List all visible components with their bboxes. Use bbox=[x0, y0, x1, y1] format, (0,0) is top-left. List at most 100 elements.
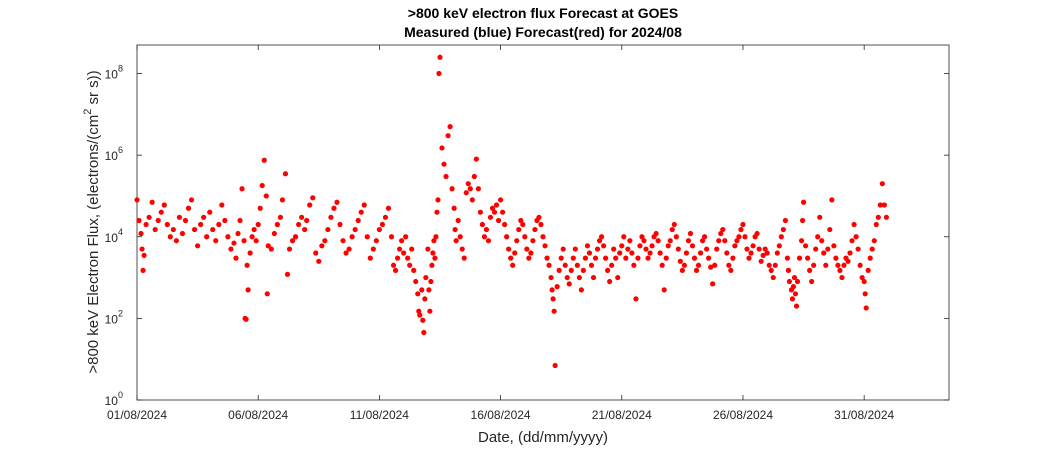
data-point bbox=[568, 267, 574, 273]
data-point bbox=[295, 221, 302, 228]
data-point bbox=[562, 262, 568, 268]
data-point bbox=[552, 362, 558, 369]
y-tick-label: 108 bbox=[105, 64, 123, 82]
data-point bbox=[607, 278, 613, 285]
data-point bbox=[766, 262, 772, 268]
data-point bbox=[576, 274, 582, 281]
x-axis: 01/08/2024 06/08/2024 11/08/2024 16/08/2024… bbox=[107, 45, 895, 422]
data-point bbox=[459, 246, 465, 252]
data-point bbox=[687, 230, 694, 237]
data-point bbox=[427, 308, 433, 314]
data-point bbox=[452, 226, 458, 233]
data-point bbox=[337, 221, 343, 228]
data-point bbox=[355, 217, 361, 224]
data-point bbox=[407, 262, 413, 268]
data-point bbox=[504, 234, 510, 240]
data-point bbox=[473, 156, 479, 162]
y-axis-label-superscript: 2 bbox=[82, 109, 94, 115]
data-point bbox=[693, 267, 700, 273]
data-point bbox=[861, 278, 867, 285]
data-point bbox=[204, 234, 210, 240]
data-point bbox=[689, 243, 696, 249]
data-point bbox=[574, 262, 580, 268]
data-point bbox=[748, 250, 754, 256]
data-point bbox=[455, 217, 461, 224]
data-point bbox=[316, 258, 322, 264]
data-point bbox=[609, 262, 615, 268]
data-point bbox=[526, 255, 532, 261]
data-point bbox=[524, 246, 530, 252]
data-point bbox=[457, 234, 463, 240]
data-point bbox=[540, 234, 546, 240]
data-point bbox=[611, 246, 617, 252]
data-point bbox=[361, 202, 367, 208]
data-point bbox=[158, 209, 164, 215]
data-point bbox=[791, 274, 798, 281]
data-point bbox=[401, 250, 407, 256]
data-point bbox=[566, 281, 572, 287]
data-point bbox=[809, 278, 815, 285]
data-point bbox=[134, 197, 140, 203]
y-tick-label-exponent: 4 bbox=[118, 227, 123, 237]
data-point bbox=[639, 234, 645, 240]
data-point bbox=[699, 238, 706, 244]
x-tick-label: 26/08/2024 bbox=[713, 408, 773, 422]
data-point bbox=[331, 205, 337, 211]
data-point bbox=[592, 255, 599, 261]
y-axis-label-main: >800 keV Electron Flux, (electrons/(cm bbox=[85, 115, 102, 374]
data-point bbox=[675, 246, 681, 252]
data-point bbox=[883, 214, 889, 220]
data-point bbox=[625, 246, 631, 252]
y-tick-label-exponent: 0 bbox=[118, 390, 123, 400]
data-point bbox=[663, 255, 669, 261]
data-point bbox=[340, 238, 346, 244]
data-point bbox=[548, 274, 554, 281]
data-point bbox=[829, 197, 835, 203]
data-point bbox=[367, 255, 373, 261]
data-point bbox=[659, 262, 665, 268]
data-point bbox=[542, 243, 548, 249]
data-point bbox=[746, 255, 752, 261]
data-point bbox=[855, 246, 861, 252]
data-point bbox=[241, 238, 247, 244]
data-point bbox=[313, 250, 319, 256]
data-point bbox=[841, 262, 847, 268]
data-point bbox=[349, 234, 355, 240]
data-point bbox=[671, 221, 677, 228]
data-point bbox=[164, 221, 170, 228]
data-point bbox=[847, 250, 853, 256]
data-point bbox=[520, 221, 526, 228]
data-point bbox=[831, 243, 837, 249]
data-point bbox=[598, 234, 605, 240]
data-point bbox=[657, 250, 663, 256]
x-tick-label: 06/08/2024 bbox=[228, 408, 288, 422]
data-point bbox=[207, 209, 213, 215]
y-tick-label-base: 10 bbox=[105, 312, 119, 326]
data-point bbox=[495, 217, 502, 224]
data-point bbox=[744, 246, 750, 252]
data-point bbox=[643, 246, 649, 252]
data-point bbox=[261, 157, 267, 163]
data-point bbox=[716, 238, 722, 244]
data-point bbox=[798, 238, 805, 244]
data-point bbox=[802, 243, 809, 249]
data-point bbox=[859, 274, 865, 281]
y-tick-label-exponent: 8 bbox=[118, 64, 123, 74]
data-point bbox=[512, 250, 518, 256]
data-point bbox=[605, 267, 611, 273]
data-point bbox=[453, 238, 459, 244]
x-tick-label: 01/08/2024 bbox=[107, 408, 167, 422]
data-point bbox=[655, 238, 661, 244]
data-point bbox=[411, 267, 417, 273]
y-tick-label-base: 10 bbox=[105, 394, 119, 408]
data-point bbox=[439, 145, 445, 151]
data-point bbox=[277, 214, 284, 220]
data-point bbox=[251, 226, 257, 233]
data-point bbox=[811, 262, 817, 268]
x-tick-label: 11/08/2024 bbox=[350, 408, 409, 422]
data-point bbox=[695, 262, 702, 268]
data-point bbox=[489, 205, 496, 211]
data-point bbox=[849, 238, 855, 244]
y-tick-label-exponent: 2 bbox=[118, 308, 123, 318]
